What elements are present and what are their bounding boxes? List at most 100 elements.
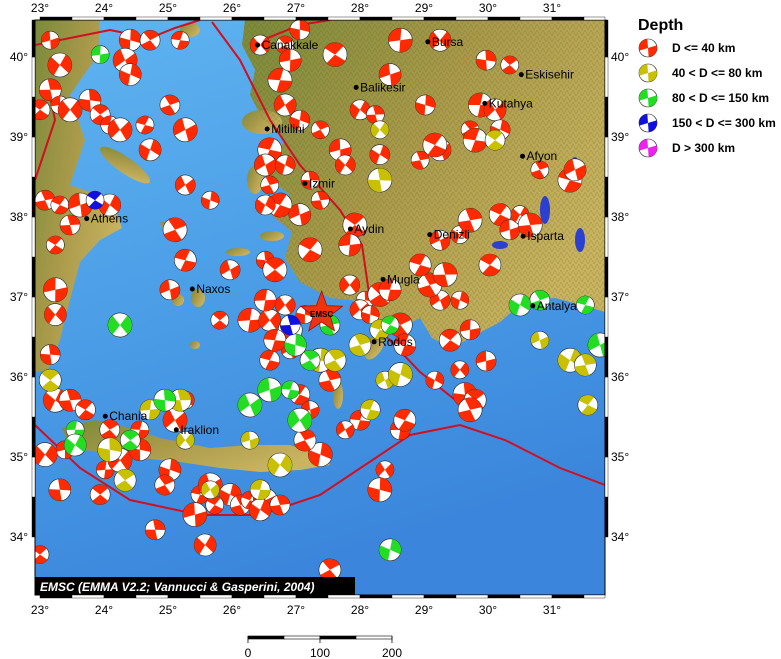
focal-mechanism-event[interactable]: [159, 279, 181, 301]
focal-mechanism-event[interactable]: [505, 290, 536, 321]
focal-mechanism-event[interactable]: [135, 134, 166, 165]
focal-mechanism-event[interactable]: [481, 126, 509, 154]
focal-mechanism-event[interactable]: [422, 368, 447, 393]
focal-mechanism-event[interactable]: [47, 477, 72, 502]
focal-mechanism-event[interactable]: [418, 128, 452, 162]
focal-mechanism-event[interactable]: [42, 277, 68, 303]
focal-mechanism-event[interactable]: [278, 378, 302, 402]
focal-mechanism-event[interactable]: [259, 175, 280, 196]
focal-mechanism-event[interactable]: [337, 232, 362, 257]
focal-mechanism-event[interactable]: [435, 325, 466, 356]
focal-mechanism-event[interactable]: [288, 203, 312, 227]
focal-mechanism-event[interactable]: [390, 330, 419, 359]
focal-mechanism-event[interactable]: [271, 91, 300, 120]
focal-mechanism-event[interactable]: [311, 190, 330, 210]
focal-mechanism-event[interactable]: [432, 262, 458, 287]
focal-mechanism-event[interactable]: [373, 458, 397, 482]
focal-mechanism-event[interactable]: [562, 157, 587, 182]
focal-mechanism-event[interactable]: [456, 396, 483, 423]
focal-mechanism-event[interactable]: [90, 44, 110, 64]
focal-mechanism-event[interactable]: [53, 93, 86, 126]
focal-mechanism-event[interactable]: [574, 391, 602, 419]
focal-mechanism-event[interactable]: [412, 92, 438, 118]
focal-mechanism-event[interactable]: [38, 78, 62, 102]
focal-mechanism-event[interactable]: [281, 331, 309, 359]
focal-mechanism-event[interactable]: [218, 258, 242, 282]
focal-mechanism-event[interactable]: [43, 48, 77, 82]
focal-mechanism-event[interactable]: [198, 188, 222, 212]
focal-mechanism-event[interactable]: [278, 48, 302, 72]
focal-mechanism-event[interactable]: [347, 332, 373, 358]
focal-mechanism-event[interactable]: [457, 207, 483, 233]
focal-mechanism-event[interactable]: [389, 405, 420, 436]
focal-mechanism-event[interactable]: [269, 494, 291, 516]
focal-mechanism-event[interactable]: [474, 249, 505, 280]
focal-mechanism-event[interactable]: [39, 343, 62, 366]
focal-mechanism-event[interactable]: [425, 25, 456, 56]
focal-mechanism-event[interactable]: [497, 53, 522, 78]
focal-mechanism-event[interactable]: [573, 293, 598, 318]
focal-mechanism-event[interactable]: [357, 396, 384, 423]
focal-mechanism-event[interactable]: [198, 478, 222, 502]
focal-mechanism-event[interactable]: [530, 330, 550, 350]
focal-mechanism-event[interactable]: [318, 38, 352, 72]
focal-mechanism-event[interactable]: [376, 276, 404, 304]
focal-mechanism-event[interactable]: [378, 63, 402, 86]
focal-mechanism-event[interactable]: [82, 187, 107, 212]
focal-mechanism-event[interactable]: [384, 358, 417, 391]
focal-mechanism-event[interactable]: [321, 346, 349, 374]
focal-mechanism-event[interactable]: [252, 287, 279, 314]
focal-mechanism-event[interactable]: [137, 27, 163, 53]
focal-mechanism-event[interactable]: [256, 346, 283, 373]
focal-mechanism-event[interactable]: [246, 31, 274, 59]
focal-mechanism-event[interactable]: [117, 426, 144, 453]
focal-mechanism-event[interactable]: [173, 428, 198, 453]
focal-mechanism-event[interactable]: [171, 116, 199, 144]
focal-mechanism-event[interactable]: [251, 191, 279, 219]
focal-mechanism-event[interactable]: [410, 150, 430, 170]
focal-mechanism-event[interactable]: [474, 48, 498, 72]
focal-mechanism-event[interactable]: [47, 192, 72, 217]
epicenter-marker[interactable]: EMSC: [299, 289, 344, 332]
focal-mechanism-event[interactable]: [293, 233, 327, 267]
focal-mechanism-event[interactable]: [272, 291, 299, 318]
focal-mechanism-event[interactable]: [271, 151, 299, 179]
focal-mechanism-event[interactable]: [529, 159, 551, 181]
focal-mechanism-event[interactable]: [35, 365, 66, 396]
focal-mechanism-event[interactable]: [317, 368, 342, 393]
focal-mechanism-event[interactable]: [202, 492, 227, 517]
focal-mechanism-event[interactable]: [459, 319, 481, 341]
focal-mechanism-event[interactable]: [168, 28, 192, 52]
focal-mechanism-event[interactable]: [429, 229, 452, 252]
focal-mechanism-event[interactable]: [247, 477, 272, 502]
focal-mechanism-event[interactable]: [172, 172, 198, 198]
focal-mechanism-event[interactable]: [377, 312, 402, 337]
focal-mechanism-event[interactable]: [152, 472, 177, 497]
focal-mechanism-event[interactable]: [59, 214, 81, 236]
focal-mechanism-event[interactable]: [309, 118, 332, 141]
focal-mechanism-event[interactable]: [258, 253, 291, 286]
focal-mechanism-event[interactable]: [240, 430, 260, 450]
focal-mechanism-event[interactable]: [297, 347, 323, 373]
focal-mechanism-event[interactable]: [133, 113, 158, 138]
focal-mechanism-event[interactable]: [586, 331, 614, 359]
focal-mechanism-event[interactable]: [152, 387, 178, 413]
focal-mechanism-event[interactable]: [28, 438, 62, 472]
focal-mechanism-event[interactable]: [43, 232, 68, 257]
focal-mechanism-event[interactable]: [257, 377, 283, 403]
focal-mechanism-event[interactable]: [58, 388, 82, 412]
focal-mechanism-event[interactable]: [480, 95, 509, 124]
focal-mechanism-event[interactable]: [95, 435, 124, 464]
focal-mechanism-event[interactable]: [64, 419, 86, 441]
focal-mechanism-event[interactable]: [96, 416, 123, 443]
focal-mechanism-event[interactable]: [367, 117, 392, 142]
focal-mechanism-event[interactable]: [158, 93, 182, 117]
focal-mechanism-event[interactable]: [448, 288, 473, 313]
focal-mechanism-event[interactable]: [26, 96, 54, 124]
focal-mechanism-event[interactable]: [359, 303, 382, 326]
focal-mechanism-event[interactable]: [485, 199, 516, 230]
focal-mechanism-event[interactable]: [304, 438, 336, 470]
focal-mechanism-event[interactable]: [287, 107, 314, 134]
focal-mechanism-event[interactable]: [405, 250, 436, 281]
focal-mechanism-event[interactable]: [170, 245, 200, 275]
